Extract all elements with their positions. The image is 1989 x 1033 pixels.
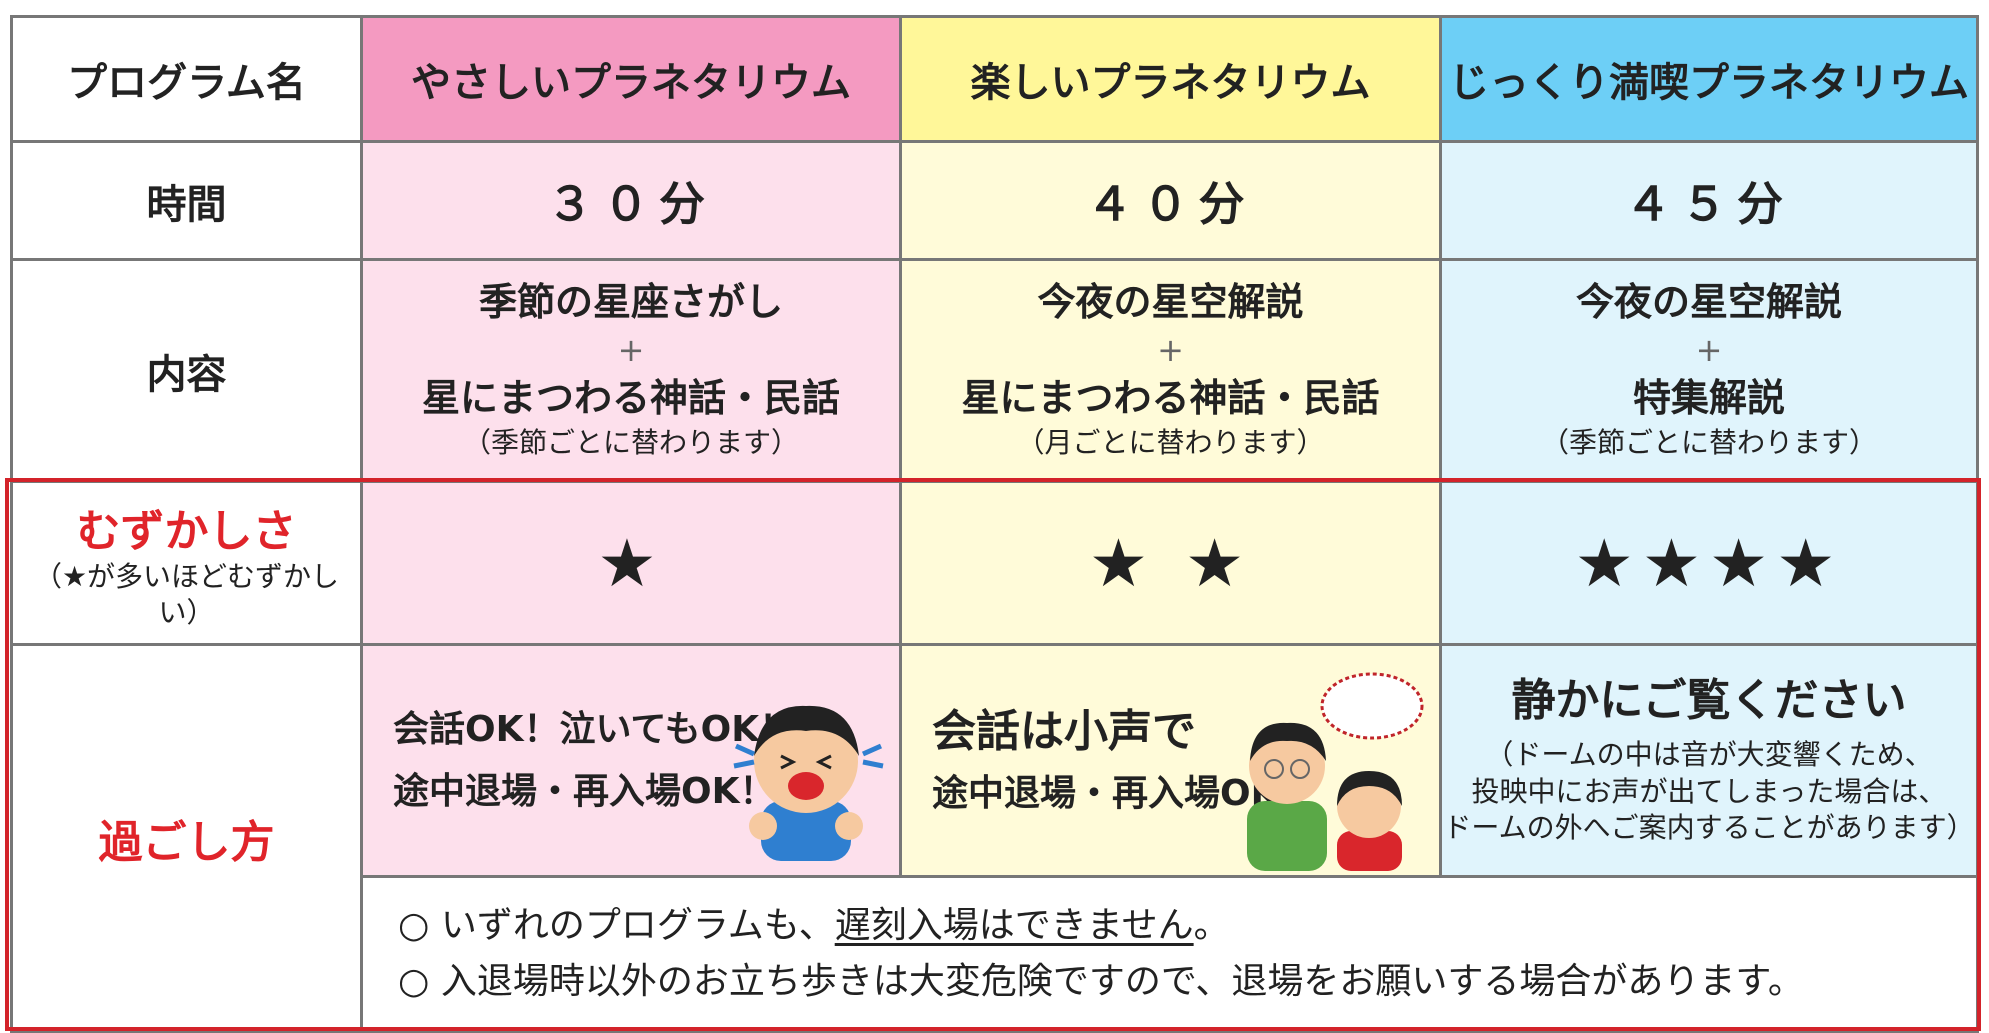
header-text: やさしいプラネタリウム: [411, 60, 851, 106]
manner-text: 会話は小声で: [932, 705, 1196, 757]
time-text: ４５分: [1625, 176, 1793, 231]
header-cell: じっくり満喫プラネタリウム: [1439, 15, 1979, 143]
cell-text: （季節ごとに替わります）: [1540, 426, 1877, 460]
notes-cell: ○ いずれのプログラムも、遅刻入場はできません。 ○ 入退場時以外のお立ち歩きは大…: [360, 875, 1979, 1033]
cell-text: ○ 入退場時以外のお立ち歩きは大変危険ですので、退場をお願いする場合があります。: [398, 961, 1804, 1002]
row-label: むずかしさ （★が多いほどむずかしい）: [10, 480, 363, 646]
cell-text: 。: [1193, 905, 1230, 947]
cell-text: ○ いずれのプログラムも、: [398, 905, 835, 947]
row-label: 過ごし方: [10, 643, 363, 1033]
stars: ★: [597, 524, 665, 602]
time-text: ４０分: [1086, 176, 1255, 231]
crying-boy-illustration: [733, 705, 884, 861]
cell-text: 季節の星座さがし: [478, 279, 783, 324]
whisper-illustration: [1247, 672, 1424, 871]
label-text: 内容: [146, 351, 227, 398]
cell-text: 投映中にお声が出てしまった場合は、: [1471, 774, 1947, 808]
cell-text: 今夜の星空解説: [1037, 279, 1304, 324]
label-text: むずかしさ: [76, 505, 297, 557]
header-cell: やさしいプラネタリウム: [360, 15, 902, 143]
manner-text: 会話OK！泣いてもOK！: [393, 709, 796, 751]
label-text: 時間: [146, 181, 227, 228]
cell: 今夜の星空解説 + 星にまつわる神話・民話 （月ごとに替わります）: [899, 258, 1442, 483]
cell-text: （季節ごとに替わります）: [462, 426, 799, 460]
cell-text: ドームの外へご案内することがあります）: [1443, 811, 1975, 845]
stars: ★★★★: [1574, 524, 1844, 602]
cell-text: （月ごとに替わります）: [1016, 426, 1325, 460]
stars: ★ ★: [1088, 524, 1253, 602]
cell: ★★★★: [1439, 480, 1979, 646]
cell-text: +: [617, 331, 645, 370]
header-text: じっくり満喫プラネタリウム: [1449, 60, 1969, 106]
note-line: ○ いずれのプログラムも、遅刻入場はできません。: [398, 898, 1230, 954]
row-label: 時間: [10, 140, 363, 261]
cell-text: +: [1695, 331, 1723, 370]
note-line: ○ 入退場時以外のお立ち歩きは大変危険ですので、退場をお願いする場合があります。: [398, 954, 1804, 1010]
header-text: プログラム名: [67, 60, 306, 106]
cell: ★ ★: [899, 480, 1442, 646]
cell-text: +: [1157, 331, 1184, 370]
cell: ★: [360, 480, 902, 646]
manner-text: 途中退場・再入場OK！: [932, 773, 1315, 815]
cell: ４５分: [1439, 140, 1979, 261]
cell: ３０分: [360, 140, 902, 261]
cell-text: 特集解説: [1632, 375, 1785, 420]
cell-text: （ドームの中は音が大変響くため、: [1485, 738, 1933, 772]
cell-text: 静かにご覧ください: [1511, 674, 1907, 726]
cell: 静かにご覧ください （ドームの中は音が大変響くため、 投映中にお声が出てしまった場合…: [1439, 643, 1979, 878]
label-text: 過ごし方: [98, 817, 275, 868]
cell-text: 星にまつわる神話・民話: [421, 375, 840, 420]
cell-text: 星にまつわる神話・民話: [961, 375, 1380, 420]
manner-text: 途中退場・再入場OK！: [393, 770, 776, 812]
cell-text: 遅刻入場はできません: [834, 905, 1194, 947]
header-text: 楽しいプラネタリウム: [970, 60, 1371, 106]
cell: 今夜の星空解説 + 特集解説 （季節ごとに替わります）: [1439, 258, 1979, 483]
cell: ４０分: [899, 140, 1442, 261]
header-cell: プログラム名: [10, 15, 363, 143]
row-label: 内容: [10, 258, 363, 483]
cell: 会話OK！泣いてもOK！ 途中退場・再入場OK！: [360, 643, 902, 878]
label-note: （★が多いほどむずかしい）: [33, 559, 340, 629]
header-cell: 楽しいプラネタリウム: [899, 15, 1442, 143]
time-text: ３０分: [547, 176, 715, 231]
cell: 季節の星座さがし + 星にまつわる神話・民話 （季節ごとに替わります）: [360, 258, 902, 483]
cell-text: 今夜の星空解説: [1575, 279, 1842, 324]
cell: 会話は小声で 途中退場・再入場OK！: [899, 643, 1442, 878]
